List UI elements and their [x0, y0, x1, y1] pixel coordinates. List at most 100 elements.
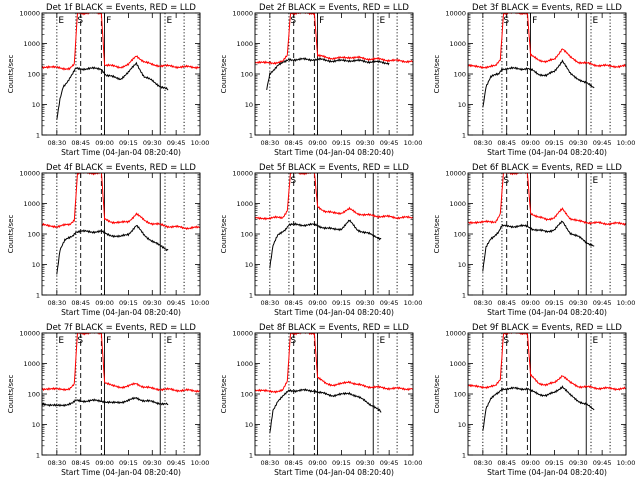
x-tick-label: 09:30 [356, 299, 375, 307]
x-tick-label: 10:00 [404, 299, 423, 307]
x-tick-label: 09:30 [143, 139, 162, 147]
y-tick-label: 10 [32, 421, 40, 429]
plot-frame [467, 172, 627, 296]
y-tick-label: 1 [36, 132, 40, 140]
plot-area [468, 173, 626, 272]
x-tick-label: 08:30 [473, 459, 492, 467]
x-tick-label: 09:15 [119, 139, 138, 147]
plot-area [42, 13, 200, 120]
x-tick-label: 10:00 [404, 139, 423, 147]
series-lld [255, 173, 413, 221]
y-tick-label: 10 [458, 261, 466, 269]
detector-panel-4: Det 4f BLACK = Events, RED = LLD Counts/s… [7, 163, 209, 317]
x-tick-label: 09:15 [119, 459, 138, 467]
series-events [56, 61, 169, 120]
x-tick-label: 09:45 [380, 459, 399, 467]
y-axis-label: Counts/sec [433, 215, 441, 254]
y-tick-label: 1 [462, 292, 466, 300]
y-axis-label: Counts/sec [220, 215, 228, 254]
x-tick-label: 10:00 [617, 459, 636, 467]
x-tick-label: 09:00 [521, 459, 540, 467]
y-tick-label: 1000 [236, 200, 253, 208]
plot-frame [467, 12, 627, 136]
x-axis-label: Start Time (04-Jan-04 08:20:40) [61, 308, 181, 317]
series-lld [42, 13, 200, 71]
y-tick-label: 1 [462, 132, 466, 140]
detector-panel-9: Det 9f BLACK = Events, RED = LLD Counts/s… [433, 323, 635, 477]
x-tick-label: 08:45 [497, 139, 516, 147]
y-axis-label: Counts/sec [7, 215, 15, 254]
y-axis-label: Counts/sec [7, 55, 15, 94]
x-axis-label: Start Time (04-Jan-04 08:20:40) [274, 308, 394, 317]
plot-area [468, 333, 626, 431]
x-tick-label: 08:45 [71, 299, 90, 307]
x-tick-label: 09:45 [593, 139, 612, 147]
x-tick-label: 09:45 [593, 459, 612, 467]
panel-title: Det 6f BLACK = Events, RED = LLD [472, 163, 622, 173]
plot-frame [254, 332, 414, 456]
y-axis-label: Counts/sec [433, 375, 441, 414]
x-tick-label: 09:15 [119, 299, 138, 307]
x-tick-label: 08:30 [260, 459, 279, 467]
x-tick-label: 09:00 [308, 139, 327, 147]
y-tick-label: 100 [28, 231, 40, 239]
y-tick-label: 1000 [23, 40, 40, 48]
marker-label: F [532, 16, 537, 26]
y-tick-label: 100 [241, 231, 253, 239]
y-tick-label: 100 [454, 231, 466, 239]
y-tick-label: 10 [458, 421, 466, 429]
y-tick-label: 1000 [23, 360, 40, 368]
x-tick-label: 08:30 [473, 299, 492, 307]
series-lld [468, 13, 626, 70]
y-tick-label: 1 [462, 452, 466, 460]
y-tick-label: 10 [32, 101, 40, 109]
plot-frame [467, 332, 627, 456]
x-axis-label: Start Time (04-Jan-04 08:20:40) [487, 468, 607, 477]
x-tick-label: 09:15 [545, 139, 564, 147]
plot-area [255, 13, 413, 90]
series-events [269, 219, 382, 269]
y-tick-label: 1 [249, 452, 253, 460]
x-tick-label: 08:45 [71, 459, 90, 467]
y-tick-label: 100 [28, 391, 40, 399]
y-tick-label: 1 [36, 452, 40, 460]
marker-label: E [593, 336, 599, 346]
detector-panel-7: Det 7f BLACK = Events, RED = LLD Counts/s… [7, 323, 209, 477]
x-tick-label: 09:30 [143, 459, 162, 467]
y-axis-label: Counts/sec [220, 55, 228, 94]
marker-label: E [380, 336, 386, 346]
marker-label: E [380, 16, 386, 26]
x-tick-label: 10:00 [191, 459, 210, 467]
series-lld [42, 333, 200, 394]
x-tick-label: 09:15 [332, 139, 351, 147]
series-lld [42, 173, 200, 231]
plot-area [255, 333, 413, 433]
y-axis-label: Counts/sec [220, 375, 228, 414]
x-axis-label: Start Time (04-Jan-04 08:20:40) [61, 148, 181, 157]
x-tick-label: 10:00 [404, 459, 423, 467]
x-tick-label: 08:45 [284, 459, 303, 467]
x-tick-label: 09:30 [569, 459, 588, 467]
y-tick-label: 10000 [19, 330, 40, 338]
x-tick-label: 09:30 [356, 459, 375, 467]
plot-frame [41, 12, 201, 136]
x-tick-label: 08:30 [47, 139, 66, 147]
x-tick-label: 09:45 [167, 139, 186, 147]
panel-title: Det 4f BLACK = Events, RED = LLD [46, 163, 196, 173]
x-tick-label: 08:45 [284, 299, 303, 307]
panel-title: Det 3f BLACK = Events, RED = LLD [472, 3, 622, 13]
y-tick-label: 1 [249, 132, 253, 140]
x-tick-label: 08:30 [47, 459, 66, 467]
plot-area [468, 13, 626, 108]
x-tick-label: 08:30 [260, 299, 279, 307]
marker-label: E [167, 16, 173, 26]
series-events [266, 57, 390, 90]
x-tick-label: 09:15 [332, 299, 351, 307]
y-axis-label: Counts/sec [7, 375, 15, 414]
series-events [482, 220, 595, 272]
series-events [269, 388, 382, 433]
x-tick-label: 08:30 [260, 139, 279, 147]
y-tick-label: 10 [245, 101, 253, 109]
series-lld [255, 13, 413, 66]
marker-label: E [167, 336, 173, 346]
